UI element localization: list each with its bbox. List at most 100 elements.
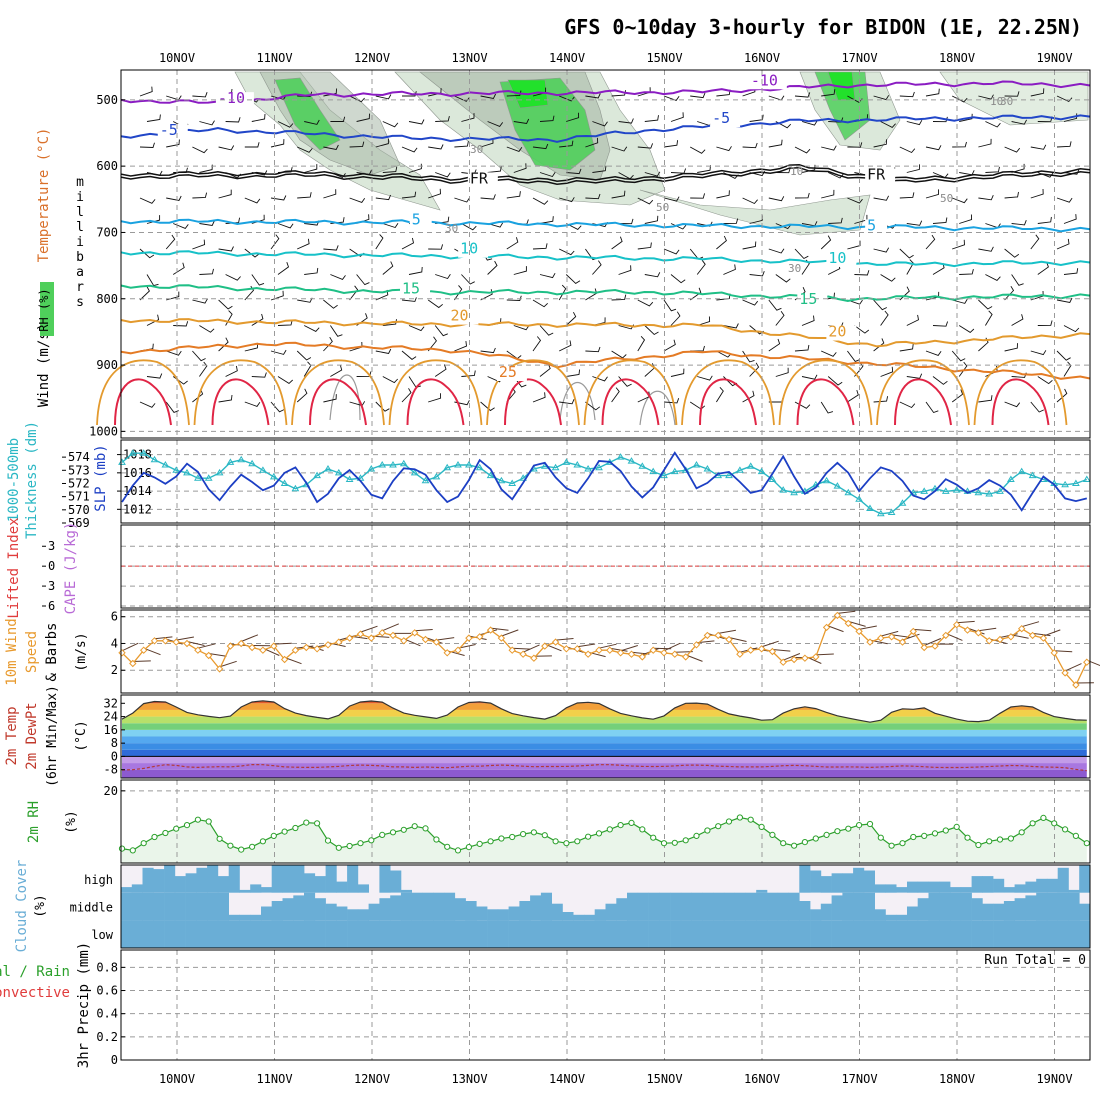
wind-barb [1004,248,1020,258]
wind10m-label-1: 10m Wind [4,618,20,685]
wind-barb [565,311,577,326]
rh2m-point [563,840,570,847]
wind-barb [382,319,397,326]
wind-barb [899,248,914,259]
wind10m-point [638,653,647,661]
cloud-cell [831,895,843,921]
cloud-cell [400,892,412,921]
wind-barb [723,218,739,224]
cloud-cell [239,914,251,921]
date-label-bottom: 16NOV [744,1072,780,1086]
wind10m-point [389,631,397,640]
y-tick-label: 573 [68,463,90,477]
wind-barb [408,119,425,125]
wind-barb [172,262,185,275]
rh2m-point [422,825,429,832]
minmax-label: (6hr Min/Max) [45,685,60,787]
wind-barb [199,220,215,226]
wind10m-barb [577,643,596,648]
date-label-top: 16NOV [744,51,780,65]
wind-barb [592,260,602,275]
wind10m-barb [783,653,801,661]
wind-barb [637,143,654,149]
contour-label: 20 [828,323,846,341]
cloud-cell [239,889,251,893]
wind10m-point [410,629,419,637]
wind-barb [566,168,582,175]
upper-air-grid: 500 600 700 800 900 1000 [89,70,1090,438]
wind10m-barb [414,629,433,632]
wind-barb [506,146,523,152]
wind-barb [192,239,206,250]
wind-barb [925,88,940,97]
date-label-bottom: 17NOV [841,1072,877,1086]
wind10m-point [1072,681,1080,689]
cape-label: CAPE (J/kg) [63,522,79,615]
cloud-cell [261,887,273,893]
y-tick-label: 20 [104,784,118,798]
wind-barb [1056,95,1073,103]
wind10m-barb [186,641,205,646]
cloud-cell [519,920,531,948]
cloud-cell [1068,920,1080,948]
cloud-cell [810,920,822,948]
cloud-cell [993,920,1005,948]
thickness-point [324,465,332,472]
date-label-bottom: 18NOV [939,1072,975,1086]
cloud-cell [444,892,456,921]
temp2m-band [122,709,1087,717]
rh2m-point [747,816,754,823]
run-total-label: Run Total = 0 [984,953,1086,968]
isotherm-arch-orange [96,359,190,426]
cloud-cell [616,898,628,921]
thickness-point [649,467,658,475]
thickness-point [183,468,191,476]
wind-barb [532,392,546,403]
wind-barb [663,398,680,404]
date-label-top: 15NOV [646,51,682,65]
rh2m-point [823,831,830,839]
wind10m-barb [284,657,302,665]
wind-barb [428,188,441,199]
isotherm-arch-orange [876,359,970,426]
wind10m-point [768,647,777,656]
rh2m-point [942,827,949,834]
wind-barb [323,336,333,352]
wind-barb [277,319,293,326]
wind-barb [1037,262,1049,275]
cloud-cell [164,865,176,893]
cloud-cell [1079,903,1091,921]
dewpoint-line [121,763,1087,772]
cloud-cell [971,898,983,921]
cloud-cell [540,892,552,921]
wind-barb [723,264,736,275]
wind-barb [244,142,260,148]
rh2m-point [270,832,277,840]
wind-barb [1030,188,1044,199]
wind-barb [199,361,208,377]
thickness-point [866,504,874,511]
wind10m-point [584,650,592,658]
rh2m-point [888,842,895,849]
rh2m-area [122,817,1087,863]
wind-barb [1011,274,1024,286]
rh2m-point [205,818,212,825]
cloud-cell [702,892,714,921]
cloud-cell [174,892,186,921]
cloud-cell [131,892,143,921]
wind-barb [663,196,680,202]
ylabel-letter: s [76,295,84,310]
isotherm-arch-orange [193,359,288,426]
cloud-cell [196,920,208,948]
wind-barb [899,401,916,409]
cloud-cell [950,892,962,921]
rh2m-point [996,836,1004,843]
thickness-point [1061,480,1069,488]
wind-barb [821,189,835,199]
rh2m-point [660,840,668,847]
cloud-cell [1046,892,1058,921]
isotherm-freezing [120,166,1091,185]
cloud-cell [390,895,402,921]
cloud-cell [250,914,262,921]
thickness-point [454,461,462,468]
